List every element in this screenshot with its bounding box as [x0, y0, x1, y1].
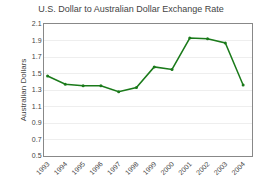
- svg-text:1.9: 1.9: [32, 37, 42, 44]
- svg-text:U.S. Dollar to Australian Doll: U.S. Dollar to Australian Dollar Exchang…: [38, 4, 224, 14]
- svg-text:1999: 1999: [141, 160, 157, 176]
- svg-text:1.5: 1.5: [32, 70, 42, 77]
- svg-text:Australian Dollars: Australian Dollars: [19, 59, 28, 122]
- svg-text:0.5: 0.5: [32, 152, 42, 159]
- svg-text:2002: 2002: [195, 160, 211, 176]
- svg-text:1997: 1997: [106, 160, 122, 176]
- svg-text:2.1: 2.1: [32, 20, 42, 27]
- svg-text:1996: 1996: [88, 160, 104, 176]
- svg-text:1.3: 1.3: [32, 86, 42, 93]
- svg-text:1993: 1993: [35, 160, 51, 176]
- svg-text:0.7: 0.7: [32, 136, 42, 143]
- svg-text:1.7: 1.7: [32, 53, 42, 60]
- svg-text:1994: 1994: [53, 160, 69, 176]
- svg-text:1.1: 1.1: [32, 103, 42, 110]
- svg-text:2001: 2001: [177, 160, 193, 176]
- svg-text:1998: 1998: [124, 160, 140, 176]
- svg-text:2004: 2004: [230, 160, 246, 176]
- svg-text:1995: 1995: [70, 160, 86, 176]
- svg-text:2003: 2003: [213, 160, 229, 176]
- svg-text:0.9: 0.9: [32, 119, 42, 126]
- svg-text:2000: 2000: [159, 160, 175, 176]
